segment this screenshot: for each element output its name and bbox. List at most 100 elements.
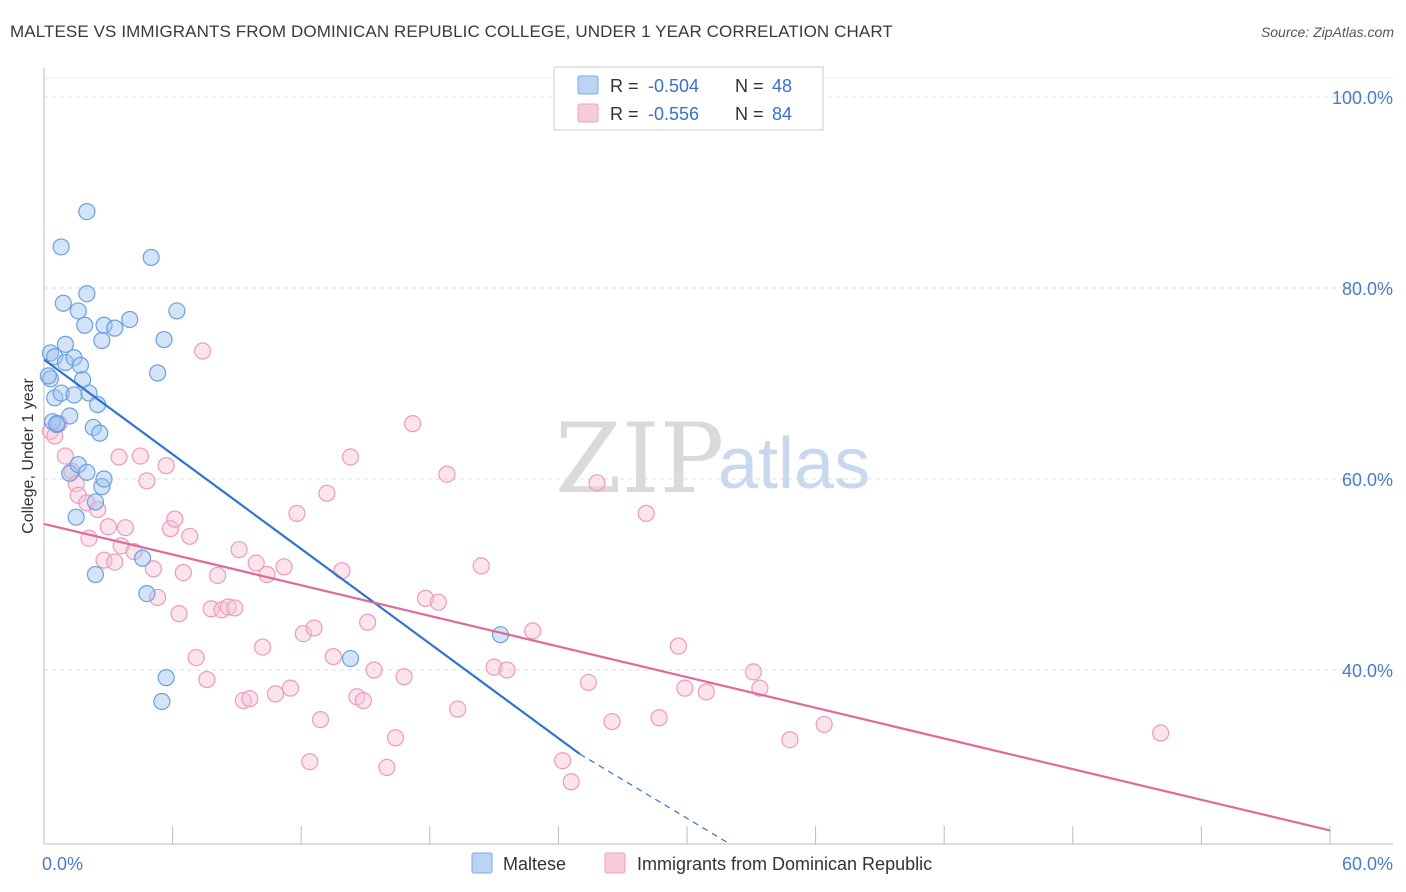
dominican-point	[429, 593, 447, 611]
series-maltese-points	[39, 203, 510, 711]
dominican-point	[324, 648, 342, 666]
dominican-point	[378, 758, 396, 777]
maltese-point	[142, 248, 160, 267]
maltese-point	[78, 463, 96, 481]
maltese-point	[168, 302, 186, 320]
x-tick-label-min: 0.0%	[42, 854, 83, 874]
stats-legend-r-label: R =	[610, 104, 639, 124]
maltese-point	[106, 319, 124, 337]
dominican-point	[110, 448, 128, 466]
dominican-point	[815, 715, 833, 734]
legend-label-dominican: Immigrants from Dominican Republic	[637, 854, 932, 874]
stats-legend-box	[553, 66, 824, 131]
dominican-point	[106, 553, 124, 571]
maltese-point	[95, 470, 113, 488]
dominican-point	[241, 690, 259, 708]
stats-legend: R = -0.504 N = 48 R = -0.556 N = 84	[553, 66, 824, 131]
maltese-trendline	[43, 358, 581, 755]
stats-legend-swatch-dominican	[577, 103, 599, 123]
maltese-point	[41, 370, 60, 388]
dominican-point	[1152, 724, 1170, 742]
dominican-point	[781, 731, 799, 749]
maltese-point	[69, 302, 87, 320]
chart-title: MALTESE VS IMMIGRANTS FROM DOMINICAN REP…	[10, 22, 893, 41]
chart-source: Source: ZipAtlas.com	[1260, 24, 1394, 40]
y-axis-title: College, Under 1 year	[20, 378, 37, 534]
y-tick-label: 40.0%	[1342, 661, 1393, 681]
dominican-point	[187, 648, 205, 667]
dominican-point	[144, 560, 162, 578]
dominican-point	[281, 679, 300, 697]
maltese-point	[133, 549, 152, 567]
maltese-point	[52, 384, 70, 402]
dominican-point	[234, 691, 252, 710]
dominican-point	[116, 519, 135, 537]
dominican-point	[194, 342, 212, 360]
legend-swatch-dominican	[604, 852, 626, 874]
maltese-point	[78, 285, 96, 303]
maltese-point	[148, 364, 167, 382]
dominican-point	[562, 773, 580, 791]
dominican-point	[365, 661, 383, 679]
dominican-point	[161, 520, 180, 538]
dominican-point	[288, 504, 306, 522]
dominican-point	[386, 729, 405, 747]
dominican-point	[751, 679, 769, 697]
trendlines	[43, 358, 1331, 845]
dominican-point	[485, 658, 503, 676]
dominican-point	[294, 625, 312, 643]
maltese-point	[86, 565, 105, 584]
maltese-point	[155, 330, 173, 349]
dominican-point	[305, 619, 323, 637]
dominican-point	[95, 551, 113, 569]
dominican-point	[131, 447, 150, 465]
dominican-point	[472, 557, 490, 575]
watermark-zip: ZIP	[555, 403, 724, 515]
dominican-point	[230, 541, 248, 559]
maltese-point	[54, 294, 72, 312]
stats-legend-r-label: R =	[610, 76, 639, 96]
legend-label-maltese: Maltese	[503, 854, 566, 874]
dominican-point	[209, 566, 227, 585]
y-tick-label: 80.0%	[1342, 279, 1393, 299]
maltese-point	[93, 331, 111, 350]
dominican-point	[301, 753, 319, 771]
maltese-point	[78, 203, 96, 221]
maltese-point	[48, 415, 66, 433]
maltese-point	[46, 348, 64, 366]
bottom-legend: Maltese Immigrants from Dominican Republ…	[471, 852, 932, 874]
dominican-point	[354, 691, 372, 710]
dominican-point	[318, 484, 336, 502]
watermark-atlas: atlas	[718, 424, 870, 504]
y-tick-label: 60.0%	[1342, 470, 1393, 490]
maltese-point	[84, 418, 102, 437]
stats-legend-r-value: -0.504	[648, 76, 699, 96]
dominican-point	[697, 683, 715, 701]
dominican-point	[676, 679, 694, 697]
dominican-point	[669, 637, 688, 655]
dominican-point	[138, 472, 156, 490]
maltese-point	[71, 356, 90, 374]
dominican-point	[404, 415, 422, 433]
dominican-point	[588, 474, 606, 492]
maltese-point	[91, 424, 109, 442]
dominican-point	[579, 673, 598, 692]
maltese-trendline-extension	[579, 753, 731, 845]
dominican-point	[157, 457, 175, 475]
maltese-point	[67, 508, 85, 526]
maltese-point	[95, 316, 113, 334]
stats-legend-r-value: -0.556	[648, 104, 699, 124]
maltese-point	[153, 692, 171, 711]
dominican-point	[266, 685, 285, 703]
maltese-point	[86, 493, 105, 511]
dominican-point	[219, 598, 237, 616]
dominican-point	[416, 589, 435, 607]
dominican-point	[333, 562, 351, 580]
dominican-point	[226, 599, 244, 617]
dominican-point	[744, 663, 763, 681]
dominican-point	[524, 622, 542, 640]
dominican-point	[125, 542, 143, 561]
dominican-point	[78, 494, 96, 512]
maltese-point	[138, 584, 156, 603]
